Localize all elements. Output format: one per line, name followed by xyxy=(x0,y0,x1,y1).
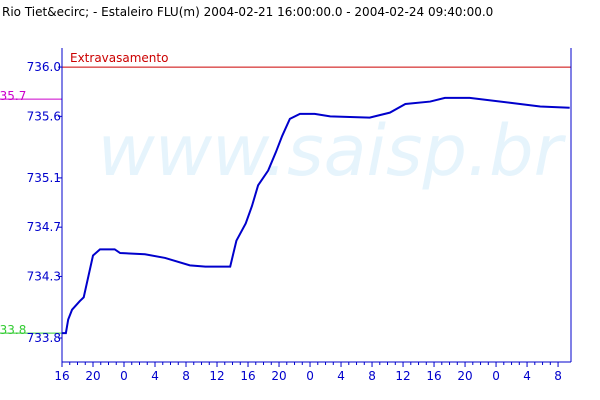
x-tick-label: 4 xyxy=(523,369,531,383)
x-tick-label: 4 xyxy=(337,369,345,383)
x-tick-label: 12 xyxy=(209,369,224,383)
y-tick-label: 734.7 xyxy=(27,220,61,234)
x-tick-label: 20 xyxy=(271,369,286,383)
x-tick-label: 16 xyxy=(54,369,69,383)
reference-label: Extravasamento xyxy=(70,51,168,65)
y-tick-label: 735.1 xyxy=(27,171,61,185)
y-tick-label: 735.6 xyxy=(27,109,61,123)
y-tick-label: 736.0 xyxy=(27,60,61,74)
x-tick-label: 16 xyxy=(426,369,441,383)
x-tick-label: 12 xyxy=(395,369,410,383)
x-tick-label: 0 xyxy=(492,369,500,383)
x-tick-label: 8 xyxy=(554,369,562,383)
x-tick-label: 20 xyxy=(85,369,100,383)
y-tick-label: 733.8 xyxy=(27,331,61,345)
x-tick-label: 20 xyxy=(457,369,472,383)
watermark: www.saisp.br xyxy=(98,110,567,192)
x-tick-label: 4 xyxy=(151,369,159,383)
x-tick-label: 8 xyxy=(368,369,376,383)
series-line xyxy=(62,96,570,335)
reference-label: 733.8 xyxy=(0,323,26,337)
x-tick-label: 0 xyxy=(120,369,128,383)
reference-label: 735.7 xyxy=(0,89,26,103)
x-tick-label: 0 xyxy=(306,369,314,383)
chart-title: Rio Tiet&ecirc; - Estaleiro FLU(m) 2004-… xyxy=(2,5,493,19)
x-tick-label: 8 xyxy=(182,369,190,383)
x-tick-label: 16 xyxy=(240,369,255,383)
y-tick-label: 734.3 xyxy=(27,269,61,283)
